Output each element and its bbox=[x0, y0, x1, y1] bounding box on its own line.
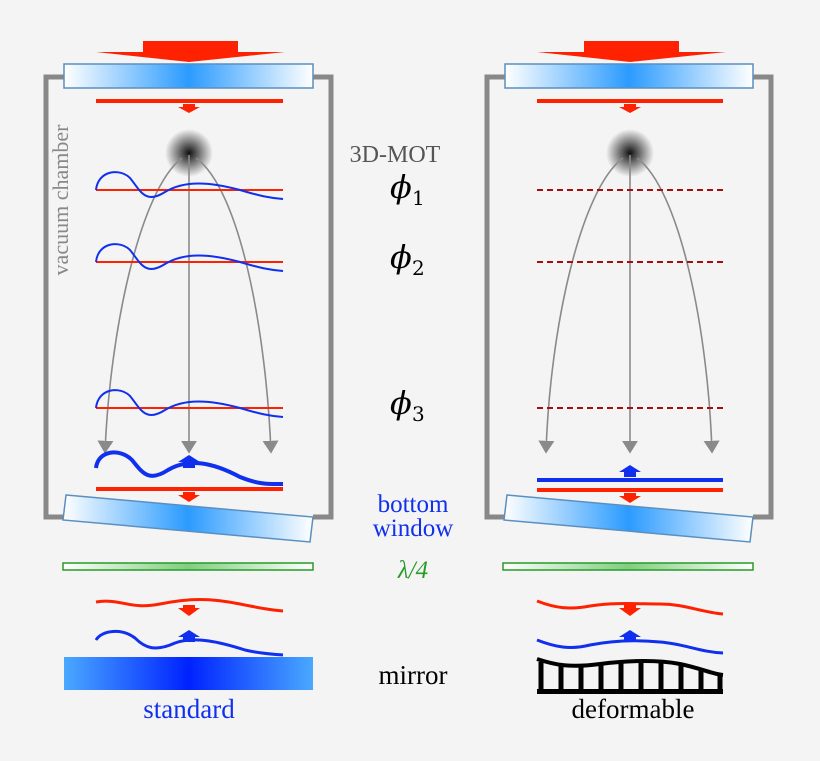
down-arrow-icon bbox=[619, 104, 641, 113]
vacuum-chamber-label: vacuum chamber bbox=[48, 124, 73, 276]
trajectory-right bbox=[195, 157, 279, 454]
bottom-window bbox=[62, 494, 314, 543]
input-beam-arrow bbox=[96, 41, 285, 62]
phase-plane-3 bbox=[95, 389, 284, 418]
deformable-setup: deformable bbox=[484, 41, 774, 724]
trajectory-left bbox=[97, 157, 183, 454]
phi3-subscript: 3 bbox=[412, 402, 425, 426]
quarter-wave-label: λ/4 bbox=[397, 557, 428, 584]
reflected-wavefront bbox=[94, 450, 284, 487]
down-arrow-icon bbox=[178, 104, 200, 113]
phase-plane-2 bbox=[95, 243, 284, 272]
incident-wavefront-below bbox=[95, 598, 284, 613]
phi2-label: ϕ bbox=[390, 238, 412, 276]
down-arrow-icon bbox=[178, 492, 200, 502]
bottom-window-label-line2: window bbox=[373, 515, 454, 542]
phi1-subscript: 1 bbox=[412, 186, 425, 210]
mot-label: 3D-MOT bbox=[350, 142, 441, 168]
up-arrow-icon bbox=[178, 455, 200, 468]
standard-label: standard bbox=[143, 694, 235, 724]
standard-setup: vacuum chamber standard bbox=[43, 41, 334, 724]
up-arrow-icon bbox=[619, 630, 641, 642]
input-beam-arrow bbox=[537, 41, 726, 62]
deformable-mirror bbox=[536, 657, 724, 694]
incident-wavefront-below bbox=[536, 599, 724, 616]
up-arrow-icon bbox=[178, 630, 200, 642]
trajectory-right bbox=[636, 157, 720, 454]
standard-mirror bbox=[64, 657, 313, 690]
bottom-window bbox=[503, 494, 754, 543]
top-window bbox=[63, 63, 314, 89]
phi2-subscript: 2 bbox=[412, 256, 425, 280]
phi1-label: ϕ bbox=[390, 168, 412, 206]
vacuum-chamber-wall bbox=[484, 74, 774, 520]
mirror-label: mirror bbox=[379, 660, 448, 690]
vacuum-chamber-wall bbox=[43, 74, 334, 520]
deformable-label: deformable bbox=[572, 694, 695, 724]
trajectory-left bbox=[538, 157, 624, 454]
atom-cloud bbox=[165, 129, 213, 177]
phase-plane-1 bbox=[95, 171, 284, 200]
center-labels: 3D-MOT ϕ 1 ϕ 2 ϕ 3 bottom window λ/4 mir… bbox=[350, 142, 454, 690]
bottom-window-label-line1: bottom bbox=[378, 491, 449, 518]
up-arrow-icon bbox=[619, 465, 641, 477]
down-arrow-icon bbox=[619, 493, 641, 503]
quarter-wave-plate bbox=[62, 562, 314, 571]
reflected-wavefront-below bbox=[94, 630, 284, 657]
phi3-label: ϕ bbox=[390, 384, 412, 422]
atom-cloud bbox=[606, 129, 654, 177]
down-arrow-icon bbox=[619, 605, 641, 616]
quarter-wave-plate bbox=[502, 562, 754, 571]
down-arrow-icon bbox=[178, 605, 200, 616]
top-window bbox=[504, 63, 754, 89]
